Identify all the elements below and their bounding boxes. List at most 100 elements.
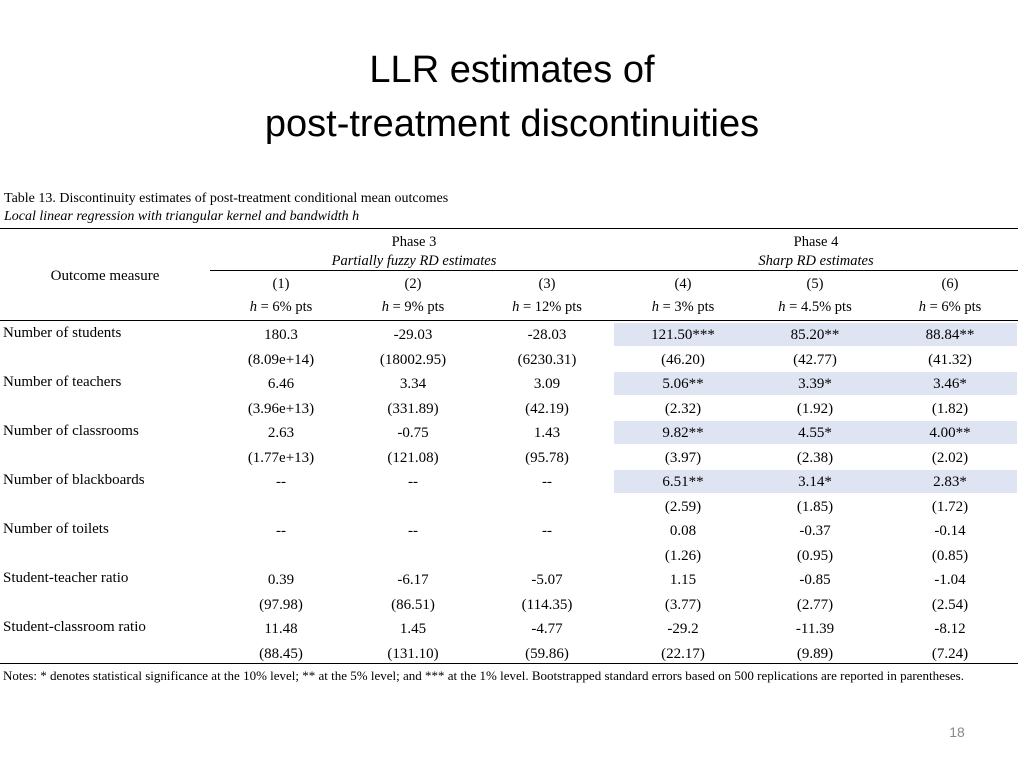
estimate-cell: 4.55* <box>798 425 832 441</box>
std-error-cell: (41.32) <box>928 351 972 368</box>
std-error-cell: (2.32) <box>664 400 702 417</box>
std-error-cell: (46.20) <box>661 351 705 368</box>
significance-highlight <box>614 372 1017 395</box>
estimate-cell: -- <box>276 523 286 539</box>
std-error-cell: (1.92) <box>796 400 834 417</box>
estimate-cell: 1.45 <box>399 621 427 637</box>
phase3-underline <box>210 270 614 271</box>
row-label: Number of students <box>3 325 122 341</box>
estimate-cell: 1.15 <box>669 572 697 588</box>
estimate-cell: 3.34 <box>399 376 427 392</box>
estimate-cell: -- <box>542 474 552 490</box>
estimate-cell: 3.14* <box>798 474 832 490</box>
estimate-cell: 2.83* <box>933 474 967 490</box>
bandwidth-value: = 12% pts <box>519 299 582 315</box>
table-bottom-rule <box>0 663 1018 664</box>
estimate-cell: 3.39* <box>798 376 832 392</box>
std-error-cell: (97.98) <box>259 596 303 613</box>
std-error-cell: (0.85) <box>931 547 969 564</box>
column-number: (3) <box>538 276 556 292</box>
column-bandwidth: h = 9% pts <box>348 298 478 316</box>
significance-highlight <box>614 470 1017 493</box>
estimate-cell: 6.51** <box>662 474 704 490</box>
std-error-cell: (1.82) <box>931 400 969 417</box>
estimate-cell: -29.03 <box>393 327 433 343</box>
std-error-cell: (1.77e+13) <box>247 449 315 466</box>
std-error-cell: (42.19) <box>525 400 569 417</box>
column-number: (5) <box>806 276 824 292</box>
estimate-cell: 85.20** <box>790 327 840 343</box>
table-caption: Table 13. Discontinuity estimates of pos… <box>4 191 449 206</box>
std-error-cell: (331.89) <box>387 400 439 417</box>
std-error-cell: (131.10) <box>387 645 439 662</box>
column-number: (6) <box>941 276 959 292</box>
column-bandwidth: h = 4.5% pts <box>750 298 880 316</box>
row-label: Number of classrooms <box>3 423 139 439</box>
table-subcaption: Local linear regression with triangular … <box>4 209 360 224</box>
std-error-cell: (6230.31) <box>517 351 577 368</box>
std-error-cell: (86.51) <box>391 596 435 613</box>
std-error-cell: (1.72) <box>931 498 969 515</box>
std-error-cell: (2.77) <box>796 596 834 613</box>
phase4-label: Phase 4 <box>793 234 839 250</box>
estimate-cell: 6.46 <box>267 376 295 392</box>
estimate-cell: 9.82** <box>662 425 704 441</box>
header-bottom-rule <box>0 320 1018 321</box>
estimate-cell: -- <box>408 523 418 539</box>
estimate-cell: 0.08 <box>669 523 697 539</box>
row-label: Number of teachers <box>3 374 122 390</box>
bandwidth-symbol: h <box>249 299 257 315</box>
estimate-cell: -8.12 <box>934 621 966 637</box>
std-error-cell: (2.54) <box>931 596 969 613</box>
estimate-cell: -29.2 <box>667 621 699 637</box>
column-bandwidth: h = 12% pts <box>482 298 612 316</box>
std-error-cell: (3.96e+13) <box>247 400 315 417</box>
bandwidth-symbol: h <box>651 299 659 315</box>
outcome-measure-header: Outcome measure <box>50 268 160 284</box>
estimate-cell: 1.43 <box>533 425 561 441</box>
column-bandwidth: h = 6% pts <box>885 298 1015 316</box>
phase4-underline <box>614 270 1018 271</box>
phase3-sublabel: Partially fuzzy RD estimates <box>331 253 497 269</box>
std-error-cell: (2.02) <box>931 449 969 466</box>
bandwidth-value: = 4.5% pts <box>785 299 852 315</box>
estimate-cell: 4.00** <box>929 425 971 441</box>
estimate-cell: -5.07 <box>531 572 563 588</box>
bandwidth-value: = 9% pts <box>388 299 445 315</box>
table-top-rule <box>0 228 1018 229</box>
estimate-cell: 180.3 <box>264 327 298 343</box>
std-error-cell: (9.89) <box>796 645 834 662</box>
std-error-cell: (3.77) <box>664 596 702 613</box>
significance-highlight <box>614 323 1017 346</box>
bandwidth-value: = 6% pts <box>925 299 982 315</box>
phase3-label: Phase 3 <box>391 234 437 250</box>
estimate-cell: -0.75 <box>397 425 429 441</box>
estimate-cell: 5.06** <box>662 376 704 392</box>
column-bandwidth: h = 3% pts <box>618 298 748 316</box>
bandwidth-symbol: h <box>381 299 389 315</box>
bandwidth-value: = 6% pts <box>256 299 313 315</box>
estimate-cell: -- <box>408 474 418 490</box>
slide-title-line-1: LLR estimates of <box>369 49 655 91</box>
column-number: (2) <box>404 276 422 292</box>
estimate-cell: -4.77 <box>531 621 563 637</box>
row-label: Number of toilets <box>3 521 109 537</box>
estimate-cell: 2.63 <box>267 425 295 441</box>
std-error-cell: (1.85) <box>796 498 834 515</box>
phase4-sublabel: Sharp RD estimates <box>758 253 874 269</box>
std-error-cell: (3.97) <box>664 449 702 466</box>
estimate-cell: 88.84** <box>925 327 975 343</box>
row-label: Student-classroom ratio <box>3 619 146 635</box>
std-error-cell: (18002.95) <box>379 351 447 368</box>
std-error-cell: (7.24) <box>931 645 969 662</box>
estimate-cell: 3.09 <box>533 376 561 392</box>
std-error-cell: (1.26) <box>664 547 702 564</box>
table-notes: Notes: * denotes statistical significanc… <box>3 668 964 683</box>
estimate-cell: 121.50*** <box>651 327 715 343</box>
estimate-cell: -28.03 <box>527 327 567 343</box>
estimate-cell: -0.37 <box>799 523 831 539</box>
bandwidth-symbol: h <box>512 299 520 315</box>
std-error-cell: (8.09e+14) <box>247 351 315 368</box>
bandwidth-symbol: h <box>918 299 926 315</box>
estimate-cell: 0.39 <box>267 572 295 588</box>
